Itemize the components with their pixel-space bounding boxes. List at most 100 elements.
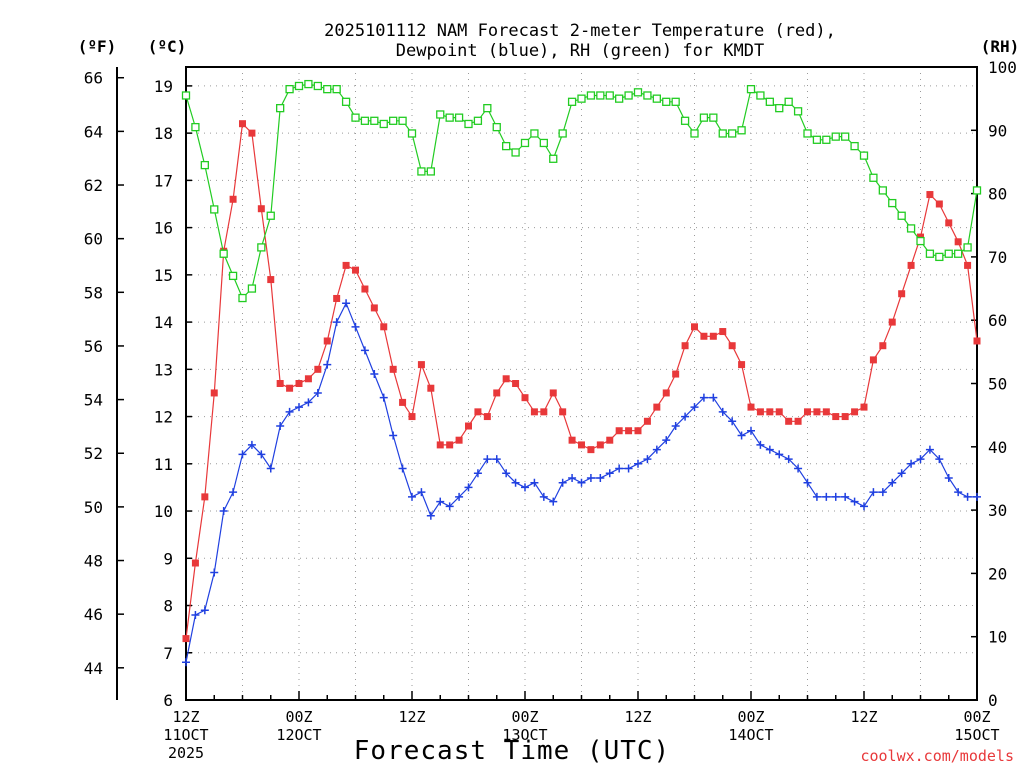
rh-point	[191, 122, 200, 132]
rh-point	[266, 211, 275, 220]
x-tick-label: 14OCT	[728, 726, 773, 744]
unit-label-rh: (RH)	[981, 37, 1020, 56]
temperature-point	[841, 413, 849, 421]
dewpoint-point	[794, 464, 803, 473]
rh-point	[709, 113, 718, 122]
fahrenheit-tick-label: 46	[84, 605, 103, 624]
dewpoint-point	[634, 459, 642, 468]
dewpoint-point	[408, 492, 416, 501]
dewpoint-point	[747, 426, 755, 435]
dewpoint-point	[455, 492, 464, 501]
x-tick-label: 12Z	[398, 708, 425, 726]
dewpoint-point	[257, 450, 266, 459]
x-tick-label: 13OCT	[502, 726, 547, 744]
dewpoint-point	[389, 431, 398, 440]
dewpoint-point	[944, 473, 953, 482]
rh-point	[878, 186, 887, 195]
temperature-point	[738, 361, 746, 369]
temperature-point	[474, 408, 482, 416]
temperature-point	[888, 318, 896, 326]
dewpoint-point	[765, 445, 774, 454]
rh-point	[539, 138, 548, 148]
rh-point	[897, 211, 906, 220]
temperature-point	[822, 408, 830, 416]
credit-text[interactable]: coolwx.com/models	[860, 747, 1014, 765]
dewpoint-point	[558, 478, 567, 487]
temperature-point	[700, 332, 708, 340]
celsius-tick-label: 8	[163, 597, 173, 616]
temperature-point	[719, 328, 727, 336]
rh-point	[483, 103, 492, 113]
temperature-point	[182, 635, 190, 643]
x-tick-label: 12Z	[624, 708, 651, 726]
rh-point	[803, 129, 812, 138]
temperature-point	[672, 370, 680, 378]
rh-point	[671, 97, 680, 106]
celsius-tick-label: 19	[154, 77, 173, 96]
rh-tick-label: 80	[988, 185, 1007, 204]
celsius-tick-label: 11	[154, 455, 173, 474]
temperature-point	[568, 436, 576, 444]
temperature-point	[210, 389, 218, 397]
dewpoint-point	[530, 478, 539, 487]
temperature-point	[417, 361, 425, 369]
x-tick-label: 12Z	[850, 708, 877, 726]
temperature-point	[512, 380, 520, 387]
fahrenheit-tick-label: 52	[84, 444, 103, 463]
rh-point	[925, 249, 935, 258]
rh-point	[332, 85, 341, 94]
temperature-point	[907, 261, 915, 269]
temperature-point	[832, 413, 840, 421]
rh-point	[181, 91, 191, 100]
temperature-point	[681, 342, 689, 350]
rh-point	[869, 173, 878, 182]
dewpoint-point	[671, 422, 680, 431]
temperature-point	[775, 408, 783, 416]
dewpoint-point	[342, 299, 351, 308]
celsius-tick-label: 10	[154, 502, 173, 521]
rh-point	[502, 141, 511, 151]
x-tick-label: 11OCT	[163, 726, 208, 744]
fahrenheit-tick-label: 66	[84, 69, 103, 88]
dewpoint-point	[191, 610, 200, 619]
temperature-point	[964, 261, 972, 269]
x-tick-label: 2025	[168, 744, 204, 762]
dewpoint-point	[662, 436, 671, 445]
dewpoint-point	[954, 488, 963, 497]
rh-point	[294, 81, 304, 91]
temperature-point	[869, 356, 877, 364]
temperature-point	[596, 441, 604, 449]
dewpoint-point	[276, 422, 285, 431]
temperature-point	[634, 427, 642, 435]
rh-point	[398, 116, 407, 125]
rh-point	[586, 91, 596, 100]
dewpoint-point	[398, 464, 407, 473]
temperature-point	[578, 441, 585, 449]
temperature-point	[257, 205, 265, 213]
temperature-point	[286, 384, 294, 392]
rh-point	[699, 113, 709, 122]
temperature-point	[973, 337, 981, 345]
rh-point	[850, 141, 859, 151]
rh-tick-label: 90	[988, 121, 1007, 140]
fahrenheit-tick-label: 58	[84, 283, 103, 302]
rh-point	[972, 186, 982, 195]
rh-point	[228, 271, 238, 281]
dewpoint-point	[219, 507, 228, 516]
dewpoint-point	[238, 450, 247, 459]
rh-point	[530, 129, 539, 138]
dewpoint-point	[643, 455, 652, 464]
temperature-point	[455, 436, 463, 444]
rh-point	[680, 116, 690, 125]
series-layer	[181, 79, 982, 667]
dewpoint-point	[266, 464, 275, 473]
rh-point	[812, 135, 822, 144]
rh-tick-label: 40	[988, 438, 1007, 457]
x-tick-label: 12Z	[172, 708, 199, 726]
rh-point	[511, 148, 520, 157]
rh-point	[417, 167, 426, 176]
temperature-point	[530, 408, 538, 416]
temperature-point	[766, 408, 774, 416]
temperature-point	[549, 389, 557, 397]
x-tick-label: 00Z	[737, 708, 764, 726]
